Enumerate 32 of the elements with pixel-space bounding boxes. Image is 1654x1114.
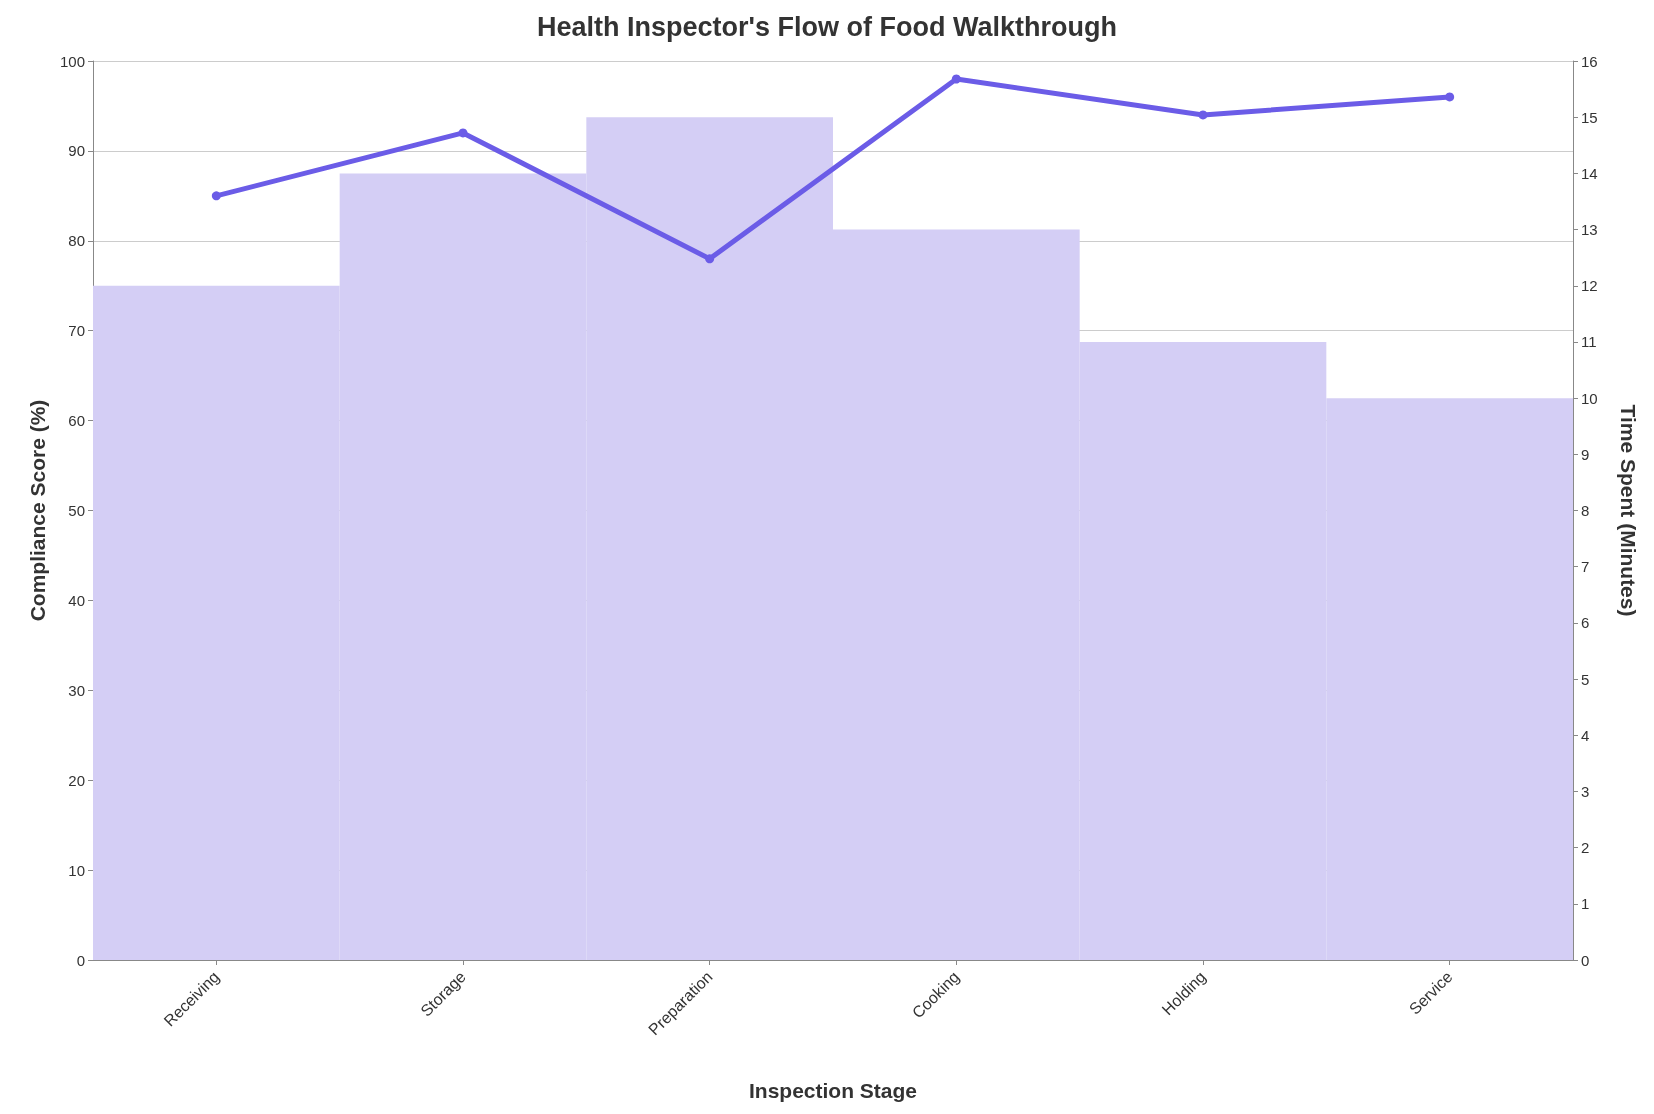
y2-tick-label: 13 xyxy=(1581,221,1598,239)
y2-tick-label: 6 xyxy=(1581,614,1590,632)
y2-tick-label: 5 xyxy=(1581,670,1590,688)
y-tick-label: 100 xyxy=(59,52,85,70)
y-tick-label: 60 xyxy=(68,412,85,430)
y2-tick-label: 16 xyxy=(1581,52,1598,70)
y2-tick-label: 12 xyxy=(1581,277,1598,295)
y2-tick-label: 8 xyxy=(1581,502,1590,519)
y2-tick-label: 15 xyxy=(1581,108,1598,126)
y-tick-label: 90 xyxy=(68,142,85,160)
y2-tick-label: 4 xyxy=(1581,726,1590,744)
y-tick-label: 0 xyxy=(76,951,85,969)
chart-title: Health Inspector's Flow of Food Walkthrough xyxy=(537,11,1117,42)
y2-tick-label: 9 xyxy=(1581,445,1590,463)
y-tick-label: 80 xyxy=(68,232,85,250)
y2-tick-label: 2 xyxy=(1581,839,1590,857)
y-tick-label: 70 xyxy=(68,322,85,340)
y-tick-label: 50 xyxy=(68,502,85,519)
x-axis-title: Inspection Stage xyxy=(748,1079,918,1102)
y-tick-label: 40 xyxy=(68,591,85,609)
y2-tick-label: 0 xyxy=(1581,951,1590,969)
y-axis-title: Compliance Score (%) xyxy=(26,399,49,622)
y-tick-label: 30 xyxy=(68,681,85,699)
y-tick-label: 10 xyxy=(68,861,85,879)
y2-tick-label: 10 xyxy=(1581,389,1598,407)
y2-tick-label: 14 xyxy=(1581,164,1598,182)
y2-tick-label: 11 xyxy=(1581,333,1597,351)
y2-tick-label: 3 xyxy=(1581,782,1590,800)
y2-tick-label: 1 xyxy=(1581,895,1590,913)
y2-tick-label: 7 xyxy=(1581,558,1590,576)
y2-axis-title: Time Spent (Minutes) xyxy=(1617,404,1640,617)
y-tick-label: 20 xyxy=(68,771,85,789)
